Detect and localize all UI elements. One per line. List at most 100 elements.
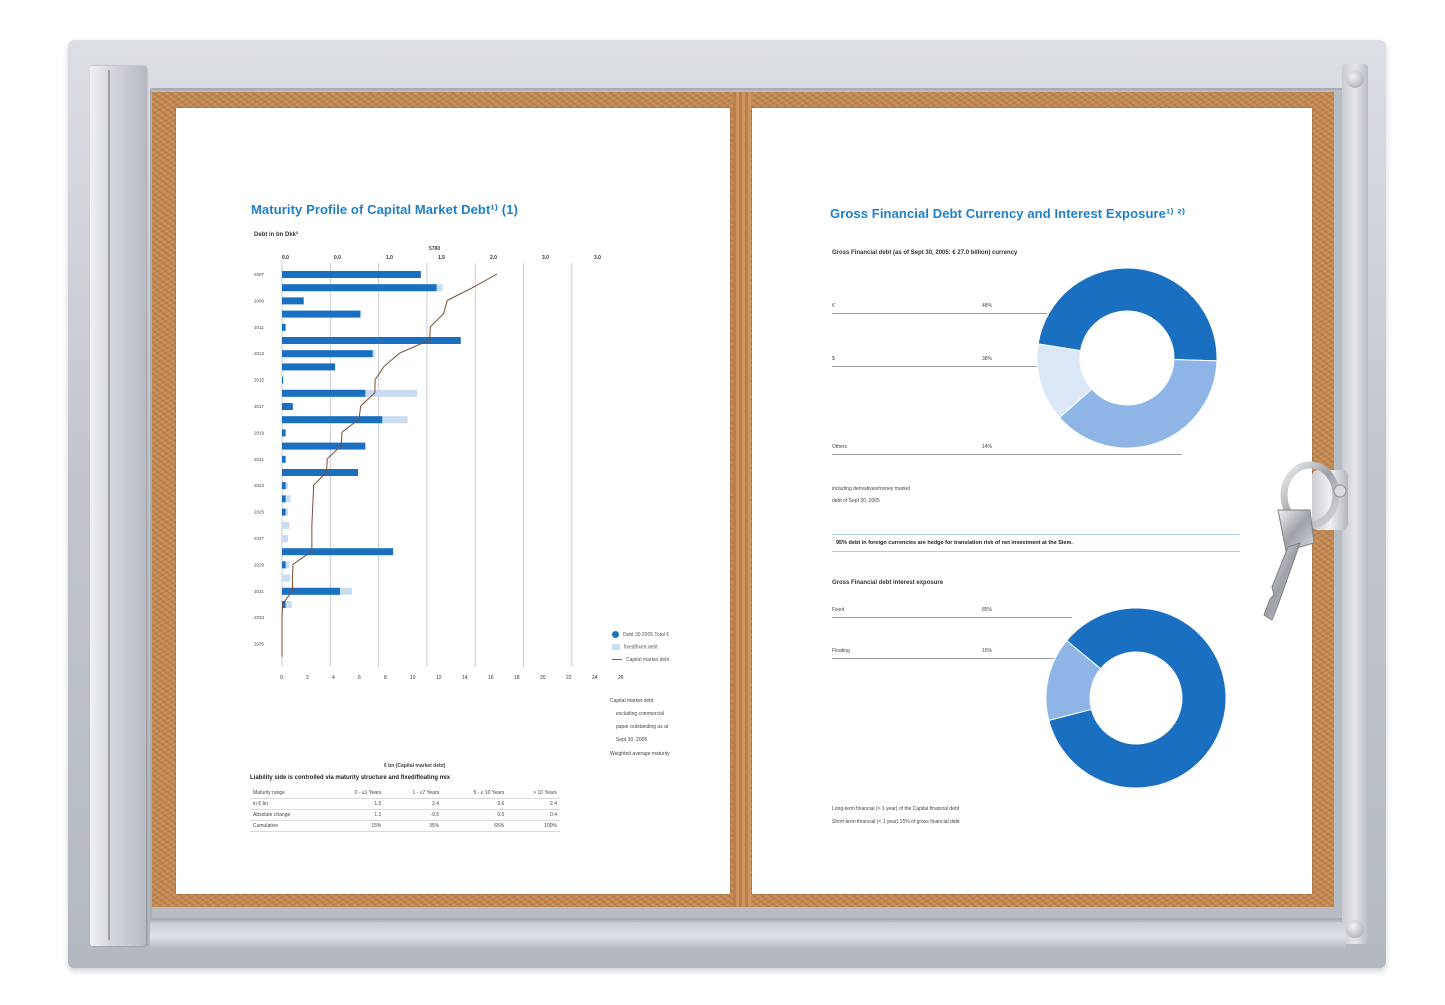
bar-total [282, 587, 340, 595]
x-tick-label: 24 [592, 675, 598, 681]
donut1-note: including derivatives/money market [832, 486, 911, 492]
table-cell: 2.4 [507, 798, 560, 810]
donut-slice [1058, 358, 1218, 449]
bar-total [282, 482, 286, 490]
x-tick-label: 4 [332, 675, 335, 681]
right-sheet: Gross Financial Debt Currency and Intere… [752, 108, 1312, 894]
y-tick-label: 2025 [254, 510, 265, 515]
table-cell: 2.4 [384, 798, 443, 810]
donut-charts [1036, 267, 1227, 789]
x-tick-label: 26 [618, 675, 624, 681]
x-tick-label: 14 [462, 675, 468, 681]
donut2-value: 15% [982, 648, 993, 654]
table-row: in € bn 1.5 2.4 3.6 2.4 [250, 798, 560, 810]
bar-total [282, 601, 286, 608]
bar-total [282, 508, 286, 516]
donut2-label: Floating [832, 648, 850, 654]
table-header-row: Maturity range 0 - ≤1 Years 1 - ≤7 Years… [250, 788, 560, 799]
table-row: Cumulative 15% 35% 65% 100% [250, 820, 560, 832]
donut2-value: 85% [982, 607, 993, 613]
y-tick-label: 2027 [254, 536, 265, 541]
bar-total [282, 376, 284, 384]
table-header: 5 - ≤ 10 Years [442, 788, 508, 799]
table-cell: 100% [507, 820, 560, 832]
bar-total [282, 284, 437, 292]
bar-total [282, 429, 286, 437]
legend-item: fixed/fixed debt [612, 644, 658, 650]
x-tick-label: 12 [436, 675, 442, 681]
bar-total [282, 337, 461, 344]
top-tick-label: 0.0 [282, 255, 289, 261]
legend-item: Capital market debt [612, 657, 669, 663]
y-tick-label: 2029 [254, 562, 265, 567]
bar-total [282, 442, 366, 450]
donut2-note: Short-term financial (< 1 year) 15% of g… [832, 819, 960, 825]
legend-label: Debt 30.2005 Total € [623, 631, 670, 638]
leader-line [832, 366, 1047, 367]
bar-total [282, 363, 336, 371]
legend-label: fixed/fixed debt [624, 644, 658, 651]
hinge-seam [108, 70, 110, 940]
bar-total [282, 323, 286, 331]
key-head [1277, 509, 1315, 552]
rail-cap [1346, 920, 1364, 938]
bar-total [282, 297, 304, 305]
bar-total [282, 469, 359, 476]
table-header: > 10 Years [507, 788, 560, 799]
bar-fixed [282, 521, 290, 529]
donut-slice [1048, 607, 1227, 789]
note-line: excluding commercial [616, 711, 665, 717]
bar-total [282, 548, 394, 556]
leader-line [832, 617, 1072, 618]
top-tick-label: 3.0 [542, 255, 549, 261]
table-cell: 1.5 [326, 798, 385, 810]
key-icon[interactable] [1248, 455, 1358, 630]
donut1-label: $ [832, 356, 835, 362]
x-tick-label: 8 [384, 675, 387, 681]
bar-fixed [282, 495, 291, 503]
donut1-value: 38% [982, 356, 993, 362]
bar-total [282, 416, 383, 424]
top-tick-label: 3.0 [594, 255, 601, 261]
table-cell: 1.1 [326, 809, 385, 821]
bar-total [282, 310, 361, 318]
x-axis-label: € bn (Capital market debt) [384, 763, 446, 769]
table-cell: 15% [326, 820, 385, 832]
y-tick-label: 2033 [254, 615, 265, 620]
rail-cap [1346, 70, 1364, 88]
legend-label: Capital market debt [626, 657, 670, 663]
bar-total [282, 350, 373, 358]
bar-fixed [282, 574, 291, 582]
y-tick-label: 2023 [254, 483, 265, 488]
top-marker: 5780 [429, 246, 441, 252]
donut-slice [1036, 343, 1093, 419]
left-sheet: Maturity Profile of Capital Market Debt¹… [176, 108, 730, 894]
hedge-callout: 95% debt in foreign currencies are hedge… [832, 534, 1240, 552]
donut2-note: Long-term financial (> 1 year) of the Ca… [832, 806, 960, 812]
x-tick-label: 20 [540, 675, 546, 681]
leader-line [832, 658, 1057, 659]
y-tick-label: 2011 [254, 325, 264, 330]
donut-slice [1045, 639, 1102, 721]
table-title: Liability side is controlled via maturit… [250, 775, 451, 781]
bar-fixed [282, 601, 292, 608]
center-divider [733, 92, 751, 907]
unit-label: Debt in bn Dkk² [254, 232, 299, 238]
x-tick-label: 6 [358, 675, 361, 681]
table-header: Maturity range [250, 788, 327, 799]
donut1-subtitle: Gross Financial debt (as of Sept 30, 200… [832, 250, 1018, 256]
donut1-note: debt of Sept 30, 2005 [832, 498, 880, 504]
bar-fixed [282, 535, 289, 542]
table-header: 1 - ≤7 Years [384, 788, 443, 799]
lock-cylinder[interactable] [1333, 484, 1347, 498]
bar-total [282, 271, 421, 278]
note-line: Weighted average maturity [610, 751, 670, 757]
maturity-bar-chart: 0.0 0.0 1.0 1.5 2.0 3.0 3.00 2 4 6 8 10 12 14 16 18 20 22… [254, 255, 624, 681]
table-header: 0 - ≤1 Years [326, 788, 385, 799]
legend-item: Debt 30.2005 Total € [612, 631, 669, 638]
y-tick-label: 2009 [254, 298, 265, 303]
table-cell: 65% [442, 820, 508, 832]
y-tick-label: 2013 [254, 351, 265, 356]
table-cell: 0.4 [507, 809, 560, 821]
table-cell: 3.6 [442, 798, 508, 810]
